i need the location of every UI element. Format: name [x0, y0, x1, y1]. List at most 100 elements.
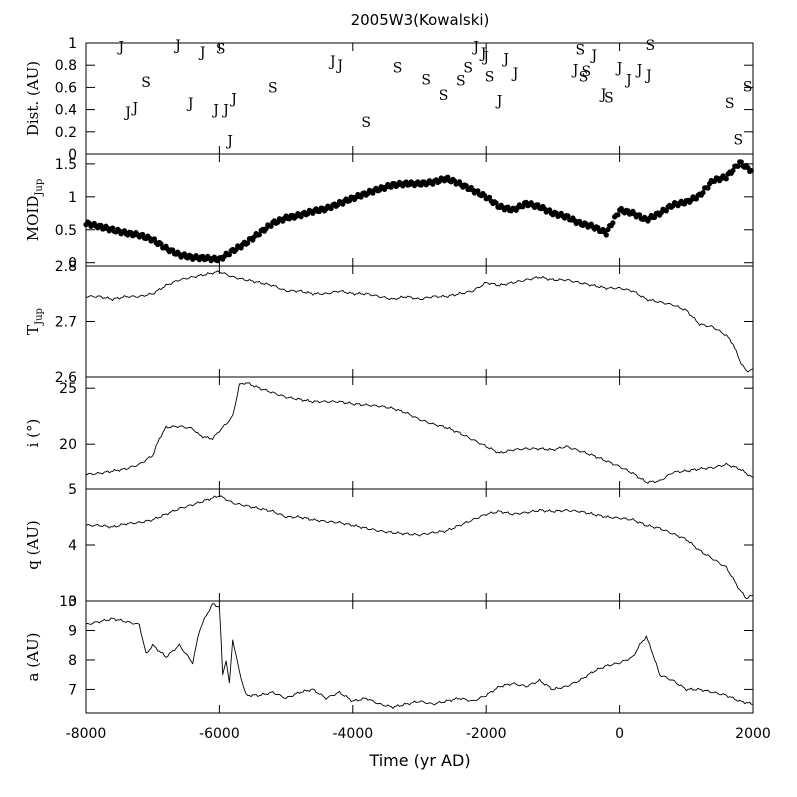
y-tick-label-a: 7 [68, 682, 77, 698]
y-tick-label-dist: 1 [68, 36, 77, 52]
data-point-moid [610, 220, 616, 226]
x-tick-label: -6000 [199, 726, 240, 742]
data-point-moid [493, 200, 499, 206]
series-line-q [85, 495, 754, 600]
encounter-marker: J [328, 54, 336, 70]
y-tick-label-moid: 1 [68, 190, 77, 206]
y-tick-label-dist: 0.2 [55, 125, 77, 141]
data-point-moid [603, 232, 609, 238]
data-point-moid [705, 185, 711, 191]
y-tick-label-tjup: 2.7 [55, 315, 77, 331]
x-tick-label: 0 [615, 726, 624, 742]
encounter-marker: S [141, 75, 151, 91]
y-tick-label-moid: 0 [68, 256, 77, 272]
data-point-moid [486, 194, 493, 200]
data-point-moid [520, 204, 526, 210]
panel-a: 7 8 9 10 a (AU) [24, 594, 754, 714]
encounter-marker: J [198, 45, 206, 61]
y-axis-label-sub-tjup: Jup [34, 308, 45, 326]
y-tick-label-q: 3 [68, 594, 77, 610]
encounter-marker: J [481, 49, 489, 65]
y-tick-label-q: 4 [68, 538, 77, 554]
encounter-marker: J [211, 103, 219, 119]
y-tick-label-dist: 0.4 [55, 103, 77, 119]
encounter-marker: S [216, 42, 226, 58]
data-point-moid [637, 212, 643, 218]
y-axis-label-q: q (AU) [24, 520, 42, 570]
encounter-marker: J [131, 100, 139, 116]
data-point-moid [735, 163, 741, 169]
encounter-marker: J [644, 68, 652, 84]
encounter-marker: S [725, 96, 735, 112]
data-point-moid [652, 214, 658, 220]
encounter-marker: S [581, 64, 591, 80]
encounter-marker: J [589, 48, 597, 64]
x-tick-label: 2000 [735, 726, 771, 742]
y-tick-label-q: 5 [68, 482, 77, 498]
encounter-marker: S [268, 80, 278, 96]
encounter-marker: S [575, 43, 585, 59]
y-tick-label-dist: 0.8 [55, 58, 77, 74]
y-tick-label-dist: 0.6 [55, 80, 77, 96]
data-point-moid [256, 232, 262, 238]
encounter-marker: S [743, 79, 753, 95]
encounter-marker: J [123, 105, 131, 121]
data-point-moid [700, 190, 706, 196]
chart-title: 2005W3(Kowalski) [351, 11, 490, 29]
encounter-marker: S [485, 69, 495, 85]
data-point-moid [738, 159, 744, 165]
encounter-marker: J [335, 58, 343, 74]
encounter-marker: J [221, 103, 229, 119]
y-tick-label-moid: 0.5 [55, 223, 77, 239]
x-tick-label: -8000 [66, 726, 107, 742]
data-point-moid [565, 213, 571, 219]
y-tick-label-tjup: 2.8 [55, 259, 77, 275]
encounter-marker: S [393, 60, 403, 76]
encounter-marker: J [117, 39, 125, 55]
y-tick-label-a: 8 [68, 653, 77, 669]
y-axis-label-dist: Dist. (AU) [24, 61, 42, 136]
y-tick-label-a: 9 [68, 623, 77, 639]
encounter-marker: S [734, 133, 744, 149]
series-line-a [85, 603, 754, 709]
encounter-marker: S [604, 90, 614, 106]
encounter-marker: S [645, 38, 655, 54]
encounter-marker: J [471, 39, 479, 55]
encounter-marker: J [501, 52, 509, 68]
data-point-moid [268, 223, 274, 229]
y-tick-label-dist: 0 [68, 147, 77, 163]
data-point-moid [730, 167, 736, 174]
data-point-moid [663, 208, 669, 214]
y-tick-label-moid: 1.5 [55, 157, 77, 173]
encounter-marker: J [186, 96, 194, 112]
x-tick-label: -2000 [466, 726, 507, 742]
y-axis-label-a: a (AU) [24, 633, 42, 682]
data-point-moid [748, 168, 754, 174]
encounter-marker: S [456, 74, 466, 90]
encounter-marker: J [225, 134, 233, 150]
data-point-moid [605, 227, 611, 233]
y-tick-label-inc: 25 [59, 381, 77, 397]
data-point-moid [245, 240, 251, 246]
data-point-moid [723, 176, 729, 182]
y-tick-label-tjup: 2.6 [55, 370, 77, 386]
encounter-marker: J [599, 87, 607, 103]
encounter-marker: J [571, 63, 579, 79]
encounter-marker: S [463, 60, 473, 76]
x-axis-label: Time (yr AD) [368, 751, 470, 770]
series-line-tjup [86, 270, 754, 373]
data-point-moid [615, 212, 621, 218]
series-line-inc [85, 382, 754, 484]
encounter-marker: S [361, 115, 371, 131]
y-axis-label-sub-moid: Jup [34, 179, 45, 197]
data-point-moid [158, 241, 164, 247]
encounter-marker: J [173, 38, 181, 54]
encounter-marker: S [579, 69, 589, 85]
x-tick-label: -4000 [332, 726, 373, 742]
y-tick-label-a: 10 [59, 594, 77, 610]
encounter-marker: J [495, 94, 503, 110]
encounter-marker: S [439, 88, 449, 104]
encounter-marker: J [511, 66, 519, 82]
